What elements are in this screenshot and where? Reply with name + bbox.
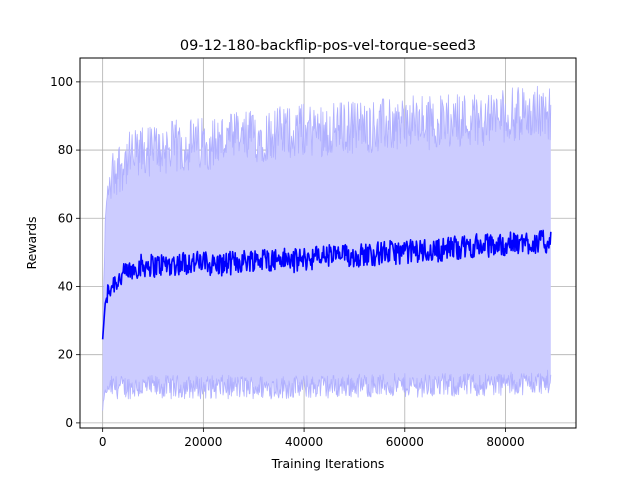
band-upper-edge — [102, 85, 552, 336]
x-tick-label: 60000 — [386, 435, 424, 449]
y-tick-label: 20 — [58, 348, 73, 362]
x-tick-label: 20000 — [184, 435, 222, 449]
x-tick-label: 0 — [99, 435, 107, 449]
y-tick-label: 40 — [58, 279, 73, 293]
band-lower-edge — [102, 369, 552, 411]
chart-title: 09-12-180-backflip-pos-vel-torque-seed3 — [180, 38, 476, 54]
x-tick-label: 80000 — [486, 435, 524, 449]
y-tick-label: 0 — [65, 416, 73, 430]
mean-series — [101, 229, 552, 340]
plot-frame — [79, 57, 577, 429]
y-tick-label: 80 — [58, 143, 73, 157]
x-axis-label: Training Iterations — [271, 456, 385, 471]
x-tick-label: 40000 — [285, 435, 323, 449]
y-tick-label: 60 — [58, 211, 73, 225]
y-tick-label: 100 — [50, 75, 73, 89]
axis-ticks: 0 20000 40000 60000 80000 0 20 40 60 80 100 — [50, 75, 525, 449]
y-axis-label: Rewards — [24, 216, 39, 269]
mean-reward-line — [101, 229, 552, 340]
